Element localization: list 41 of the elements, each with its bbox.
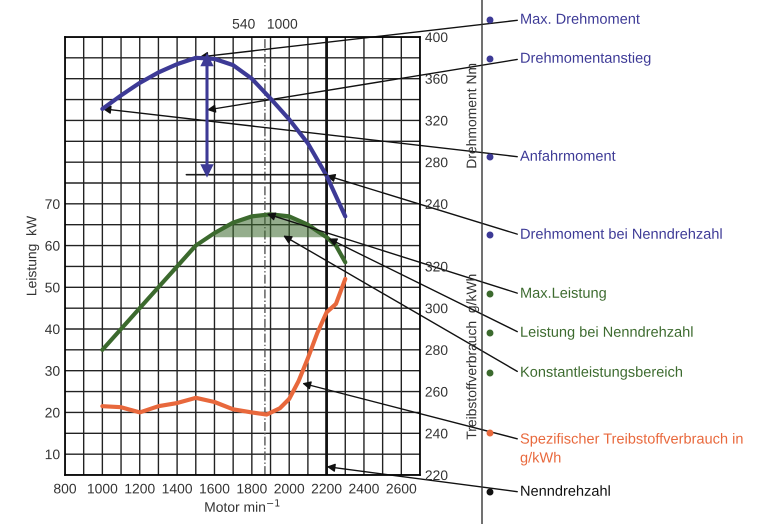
x-tick-label: 1800 [237, 484, 267, 494]
y2-tick-label: 320 [425, 116, 448, 126]
y2-tick-label: 280 [426, 157, 448, 168]
annotation: Drehmomentanstieg [521, 52, 650, 66]
x-tick-label: 800 [54, 484, 76, 494]
annotation: 540 1000 [232, 18, 298, 29]
y-tick-label: 60 [45, 240, 60, 251]
x-axis-title: Motor min$^{−1}$ [205, 499, 280, 512]
x-tick-label: 1600 [200, 484, 230, 494]
annotation: Leistung bei Nenndrehzahl [521, 326, 693, 340]
y2-tick-label: 360 [425, 74, 448, 84]
y2-tick-label: 400 [425, 32, 448, 42]
annotation: Max.Leistung [521, 287, 606, 301]
annotation: Spezifischer Treibstoffverbrauch in g/kWh [520, 433, 743, 466]
annotation: Drehmoment bei Nenndrehzahl [521, 228, 722, 239]
x-tick-label: 1200 [125, 484, 155, 494]
y3-tick-label: 260 [426, 386, 448, 397]
y3-tick-label: 220 [426, 470, 448, 480]
x-tick-label: 2600 [386, 484, 416, 494]
x-tick-label: 1000 [88, 484, 118, 494]
annotation: Anfahrmoment [520, 150, 616, 161]
annotation: Konstantleistungsbereich [521, 366, 682, 380]
annotation: Max. Drehmoment [521, 13, 640, 24]
y2-axis-title: Drehmoment Nm [466, 64, 476, 168]
x-tick-label: 2400 [349, 484, 379, 494]
y3-tick-label: 280 [426, 345, 448, 356]
y3-tick-label: 240 [426, 428, 448, 438]
y-axis-title: Leistung kW [26, 216, 40, 295]
y-tick-label: 20 [45, 408, 60, 418]
y2-tick-label: 240 [426, 199, 448, 210]
y-tick-label: 30 [45, 366, 60, 376]
y3-tick-label: 300 [425, 303, 448, 314]
y-tick-label: 50 [45, 282, 60, 292]
y-tick-label: 70 [45, 199, 60, 210]
y-tick-label: 10 [46, 449, 60, 460]
x-tick-label: 2000 [274, 484, 304, 494]
x-tick-label: 1400 [162, 484, 192, 494]
x-tick-label: 2200 [312, 484, 342, 494]
annotation: Nenndrehzahl [521, 485, 610, 496]
y-tick-label: 40 [45, 324, 60, 334]
y3-axis-title: Treibstoffverbrauch g/kWh [466, 274, 480, 440]
